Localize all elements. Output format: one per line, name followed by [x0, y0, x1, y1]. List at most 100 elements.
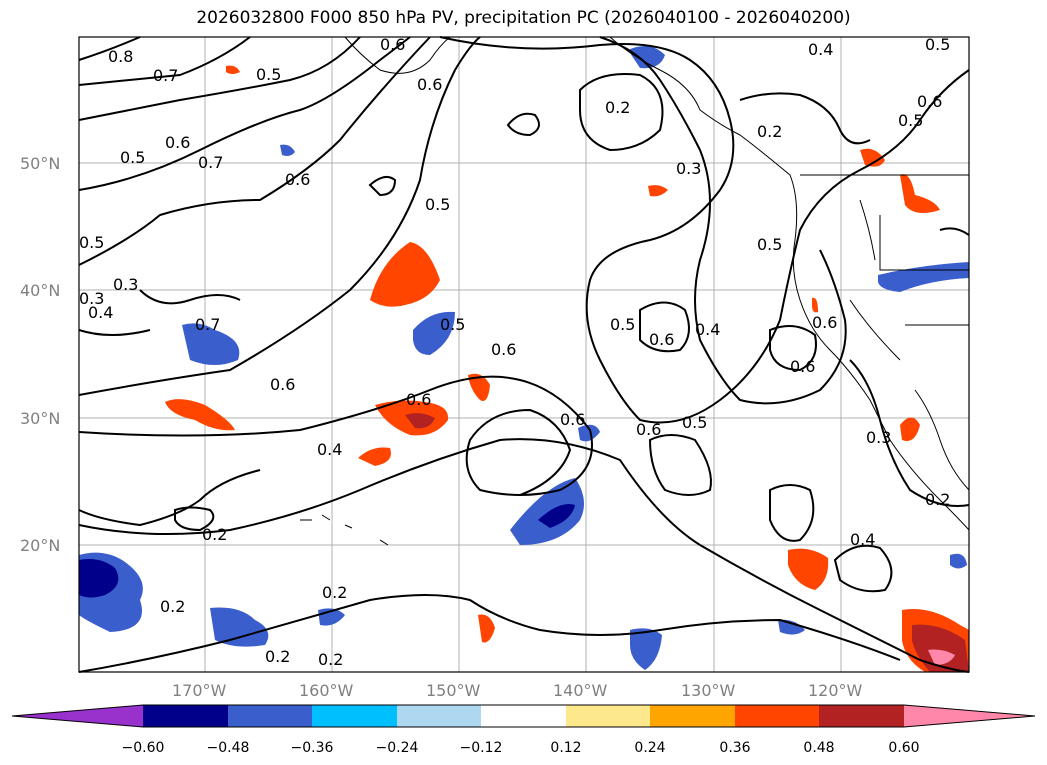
contour-label: 0.6	[491, 340, 516, 359]
colorbar-tick-label: −0.24	[376, 740, 419, 756]
contour-label: 0.6	[417, 75, 442, 94]
precip-neg-area	[878, 262, 969, 292]
colorbar-tick-label: −0.48	[207, 740, 250, 756]
colorbar-tick-label: 0.60	[888, 740, 919, 756]
precip-pos-core	[912, 624, 969, 672]
colorbar-extend-low	[12, 705, 143, 727]
contour-label: 0.5	[610, 315, 635, 334]
colorbar-bin	[481, 705, 566, 727]
precip-pos-area	[900, 417, 920, 441]
contour-label: 0.2	[202, 525, 227, 544]
precip-neg-area	[578, 424, 600, 442]
lon-tick-labels: 170°W 160°W 150°W 140°W 130°W 120°W	[172, 681, 863, 700]
colorbar: −0.60 −0.48 −0.36 −0.24 −0.12 0.12 0.24 …	[11, 704, 1036, 756]
precip-pos-area	[788, 548, 829, 590]
colorbar-tick-label: 0.48	[803, 740, 834, 756]
lon-tick-label: 170°W	[172, 681, 227, 700]
colorbar-extend-high	[904, 705, 1035, 727]
colorbar-bin	[735, 705, 819, 727]
contour-label: 0.2	[322, 583, 347, 602]
precip-pos-area	[226, 65, 240, 74]
contour-label: 0.6	[270, 375, 295, 394]
contour-label: 0.2	[757, 122, 782, 141]
precip-neg-area	[950, 553, 967, 569]
precip-neg-area	[778, 619, 805, 635]
lon-tick-label: 130°W	[681, 681, 736, 700]
colorbar-tick-label: −0.60	[122, 740, 165, 756]
lat-tick-label: 50°N	[20, 154, 60, 173]
contour-label: 0.5	[757, 235, 782, 254]
contour-label: 0.7	[153, 66, 178, 85]
contour-label: 0.6	[560, 410, 585, 429]
coastlines	[300, 36, 970, 546]
contour-label: 0.6	[285, 170, 310, 189]
precip-pos-area	[860, 148, 885, 167]
contour-label: 0.3	[113, 275, 138, 294]
contour-label: 0.8	[108, 47, 133, 66]
contour-label: 0.2	[925, 490, 950, 509]
lon-tick-label: 150°W	[426, 681, 481, 700]
colorbar-tick-labels: −0.60 −0.48 −0.36 −0.24 −0.12 0.12 0.24 …	[122, 740, 920, 756]
contour-label: 0.5	[898, 111, 923, 130]
graticule	[79, 37, 969, 672]
lat-tick-label: 40°N	[20, 281, 60, 300]
precip-pos-area	[812, 297, 818, 313]
contour-label: 0.6	[790, 357, 815, 376]
contour-label: 0.3	[676, 159, 701, 178]
precip-neg-area	[510, 478, 584, 545]
colorbar-bin	[312, 705, 397, 727]
colorbar-bin	[397, 705, 481, 727]
precip-pos-core	[405, 413, 435, 429]
contour-label-group: 0.8 0.7 0.5 0.6 0.6 0.5 0.6 0.7 0.5 0.6 …	[79, 35, 950, 669]
contour-label: 0.7	[195, 315, 220, 334]
contour-label: 0.2	[160, 597, 185, 616]
contour-label: 0.6	[649, 330, 674, 349]
contour-label: 0.6	[165, 133, 190, 152]
precip-neg-area	[630, 628, 662, 670]
precip-shading	[79, 46, 969, 672]
pv-contours	[78, 36, 970, 673]
contour-label: 0.4	[317, 440, 342, 459]
contour-label: 0.5	[682, 413, 707, 432]
precip-neg-area	[210, 607, 269, 647]
precip-neg-area	[628, 46, 665, 69]
lat-tick-label: 30°N	[20, 409, 60, 428]
precip-pos-area	[648, 185, 668, 197]
precip-pos-area	[468, 373, 490, 401]
precip-neg-core	[538, 504, 575, 528]
contour-label: 0.4	[850, 530, 875, 549]
map-title: 2026032800 F000 850 hPa PV, precipitatio…	[196, 8, 851, 28]
precip-pos-max	[928, 649, 955, 665]
lon-tick-label: 120°W	[808, 681, 863, 700]
colorbar-bin	[650, 705, 735, 727]
contour-label: 0.5	[425, 195, 450, 214]
contour-label: 0.3	[866, 428, 891, 447]
contour-label: 0.5	[925, 35, 950, 54]
map-frame	[78, 36, 970, 673]
colorbar-tick-label: −0.12	[460, 740, 503, 756]
contour-label: 0.6	[406, 390, 431, 409]
contour-label: 0.4	[88, 303, 113, 322]
precip-neg-area	[182, 323, 240, 365]
contour-label: 0.2	[318, 650, 343, 669]
precip-pos-area	[370, 242, 440, 307]
contour-label: 0.4	[808, 40, 833, 59]
colorbar-tick-label: 0.24	[634, 740, 665, 756]
contour-label: 0.5	[79, 233, 104, 252]
colorbar-bin	[228, 705, 312, 727]
lat-tick-label: 20°N	[20, 536, 60, 555]
lon-tick-label: 140°W	[553, 681, 608, 700]
colorbar-tick-label: −0.36	[291, 740, 334, 756]
precip-pos-area	[478, 614, 495, 643]
precip-pos-area	[358, 447, 391, 466]
colorbar-tick-label: 0.12	[550, 740, 581, 756]
contour-label: 0.4	[695, 320, 720, 339]
precip-neg-core	[79, 559, 119, 598]
lon-tick-label: 160°W	[299, 681, 354, 700]
contour-label: 0.7	[198, 153, 223, 172]
precip-neg-area	[280, 144, 295, 156]
contour-label: 0.2	[265, 647, 290, 666]
contour-label: 0.5	[256, 65, 281, 84]
contour-label: 0.5	[120, 148, 145, 167]
